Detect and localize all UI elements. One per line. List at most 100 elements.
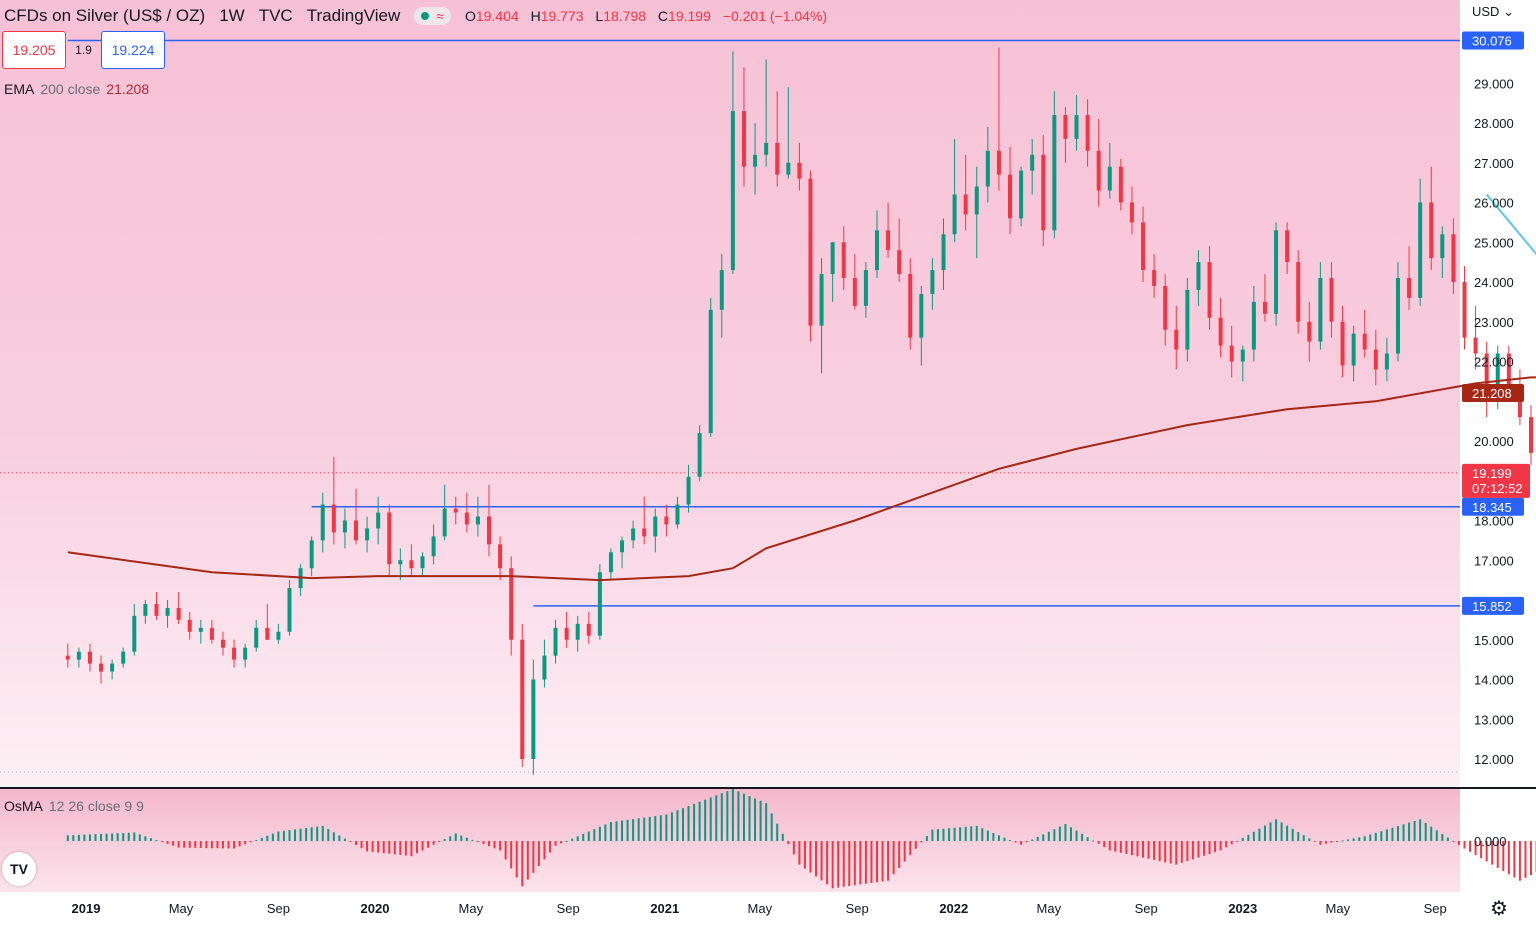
osma-bar xyxy=(1114,841,1117,852)
osma-bar xyxy=(1452,841,1455,842)
candle-body xyxy=(65,655,70,660)
candle-body xyxy=(1429,202,1434,259)
osma-bar xyxy=(66,835,69,841)
osma-bar xyxy=(1269,822,1272,841)
candle-body xyxy=(198,627,203,632)
osma-bar xyxy=(1136,841,1139,857)
level-price-label-bg xyxy=(1462,596,1524,615)
osma-bar xyxy=(260,837,263,841)
osma-bar xyxy=(1286,825,1289,841)
osma-bar xyxy=(100,833,103,841)
osma-bar xyxy=(1391,827,1394,841)
price-axis[interactable] xyxy=(1460,0,1536,892)
osma-bar xyxy=(809,841,812,873)
osma-bar xyxy=(798,841,801,865)
candle-body xyxy=(819,274,824,326)
osma-bar xyxy=(1435,830,1438,841)
candle-body xyxy=(99,663,104,672)
osma-bar xyxy=(366,841,369,852)
osma-bar xyxy=(659,815,662,841)
candle-body xyxy=(1418,202,1423,298)
candle-body xyxy=(498,544,503,569)
symbol-title[interactable]: CFDs on Silver (US$ / OZ) xyxy=(4,6,206,25)
osma-bar xyxy=(992,832,995,841)
candle-body xyxy=(1262,301,1267,314)
osma-bar xyxy=(266,835,269,841)
osma-bar xyxy=(1003,837,1006,841)
candle-body xyxy=(830,242,835,275)
osma-bar xyxy=(1480,841,1483,859)
osma-bar xyxy=(942,828,945,841)
candle-body xyxy=(209,627,214,640)
osma-bar xyxy=(665,814,668,841)
candle-body xyxy=(586,623,591,636)
osma-bar xyxy=(742,793,745,841)
tradingview-logo-icon[interactable]: TV xyxy=(2,852,36,886)
x-tick-label: May xyxy=(748,901,773,916)
osma-bar xyxy=(1385,829,1388,841)
timeframe-label[interactable]: 1W xyxy=(219,6,245,25)
pane-separator[interactable] xyxy=(0,787,1536,789)
low-value: 18.798 xyxy=(603,8,647,24)
osma-bar xyxy=(1186,841,1189,862)
oscillator-pane[interactable] xyxy=(0,789,1460,892)
osma-bar xyxy=(1020,841,1023,845)
osma-bar xyxy=(626,819,629,841)
y-tick-label: 29.000 xyxy=(1474,76,1514,91)
candle-body xyxy=(1529,417,1533,453)
osma-bar xyxy=(1014,841,1017,843)
candle-body xyxy=(431,536,436,557)
osma-bar xyxy=(1363,836,1366,841)
buy-button[interactable]: 19.224 xyxy=(101,31,165,69)
osma-bar xyxy=(1042,834,1045,841)
candle-body xyxy=(254,627,259,648)
ema-legend-value: 21.208 xyxy=(106,81,150,97)
osma-bar xyxy=(1408,822,1411,841)
candle-body xyxy=(1152,270,1157,286)
candle-body xyxy=(187,619,192,632)
currency-selector[interactable]: USD ⌄ xyxy=(1472,4,1514,20)
ema-legend[interactable]: EMA 200 close 21.208 xyxy=(4,81,149,97)
osma-legend[interactable]: OsMA 12 26 close 9 9 xyxy=(4,798,144,814)
candle-body xyxy=(1462,282,1467,338)
candle-body xyxy=(542,655,547,680)
x-tick-label: Sep xyxy=(846,901,869,916)
x-tick-label: May xyxy=(459,901,484,916)
osma-bar xyxy=(521,841,524,887)
osma-bar xyxy=(859,841,862,885)
osma-bar xyxy=(537,841,540,867)
osma-bar xyxy=(255,840,258,842)
gear-icon[interactable]: ⚙ xyxy=(1490,898,1508,920)
candle-body xyxy=(1229,345,1234,362)
sell-button[interactable]: 19.205 xyxy=(2,31,66,69)
osma-bar xyxy=(1469,841,1472,852)
x-tick-label: Sep xyxy=(267,901,290,916)
osma-bar xyxy=(842,841,845,887)
y-tick-label: 13.000 xyxy=(1474,712,1514,727)
candle-body xyxy=(398,560,403,565)
x-tick-label: May xyxy=(1326,901,1351,916)
candle-body xyxy=(1074,115,1079,139)
status-badges[interactable]: ≈ xyxy=(414,7,451,25)
candle-body xyxy=(1141,222,1146,271)
osma-bar xyxy=(1047,831,1050,841)
osma-bar xyxy=(1202,841,1205,856)
x-tick-label: 2023 xyxy=(1228,901,1257,916)
candle-body xyxy=(996,150,1001,175)
time-axis[interactable] xyxy=(0,892,1536,931)
open-label: O xyxy=(464,8,476,24)
osma-bar xyxy=(826,841,829,885)
osma-bar xyxy=(1358,837,1361,841)
candle-body xyxy=(608,552,613,573)
osma-bar xyxy=(682,808,685,841)
osma-bar xyxy=(1297,832,1300,841)
y-tick-label: 12.000 xyxy=(1474,752,1514,767)
osma-bar xyxy=(715,795,718,841)
candle-body xyxy=(342,520,347,533)
osma-bar xyxy=(1164,841,1167,863)
candle-body xyxy=(1473,337,1478,354)
candle-body xyxy=(1207,262,1212,318)
candle-body xyxy=(786,162,791,175)
osma-bar xyxy=(1075,830,1078,841)
candle-body xyxy=(863,270,868,306)
